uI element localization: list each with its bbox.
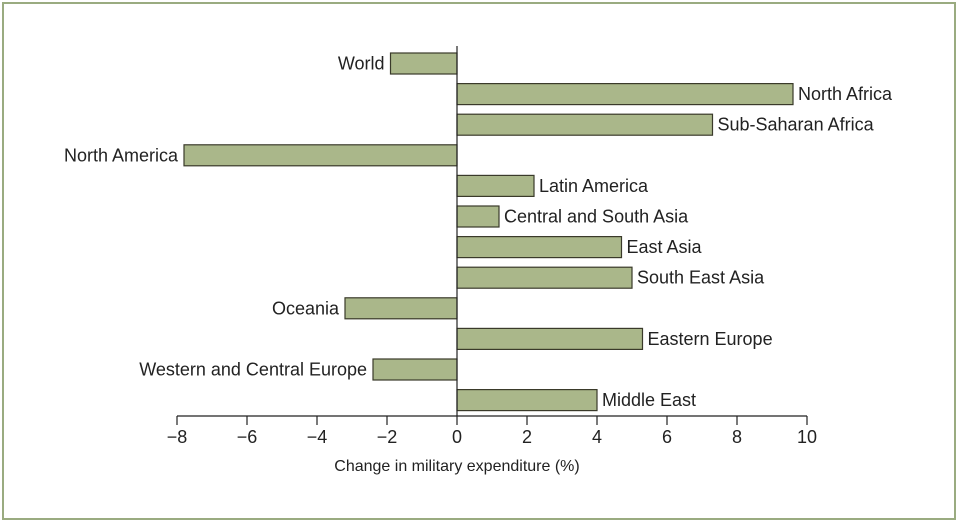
bar-world [389, 52, 458, 75]
x-tick-label: −6 [237, 427, 258, 447]
bar-latin-america [456, 174, 535, 197]
bar-label-north-africa: North Africa [798, 84, 893, 104]
bar-label-middle-east: Middle East [602, 390, 696, 410]
bar-sub-saharan-africa [456, 113, 714, 136]
bar-central-and-south-asia [456, 205, 500, 228]
bar-north-africa [456, 82, 794, 106]
bar-eastern-europe [456, 327, 644, 350]
bar-label-western-and-central-europe: Western and Central Europe [139, 360, 367, 380]
bar-east-asia [456, 236, 623, 259]
bar-label-sub-saharan-africa: Sub-Saharan Africa [718, 115, 875, 135]
bar-label-world: World [338, 54, 385, 74]
bar-labels-group: World North Africa Sub-Saharan Africa North… [64, 54, 893, 411]
bar-middle-east [456, 389, 598, 412]
bar-label-east-asia: East Asia [627, 237, 703, 257]
x-axis-title: Change in military expenditure (%) [334, 458, 579, 475]
x-tick-label: 8 [732, 427, 742, 447]
bar-label-south-east-asia: South East Asia [637, 268, 765, 288]
x-tick-label: 2 [522, 427, 532, 447]
x-tick-label: −8 [167, 427, 188, 447]
x-tick-label: 0 [452, 427, 462, 447]
x-tick-label: −2 [377, 427, 398, 447]
x-tick-label: 6 [662, 427, 672, 447]
x-tick-label: 10 [797, 427, 817, 447]
bar-western-and-central-europe [372, 358, 458, 381]
bar-north-america [183, 144, 458, 167]
bar-label-eastern-europe: Eastern Europe [648, 329, 773, 349]
bars-group [183, 52, 794, 412]
x-tick-label: −4 [307, 427, 328, 447]
bar-label-oceania: Oceania [272, 298, 340, 318]
x-tick-label: 4 [592, 427, 602, 447]
bar-label-north-america: North America [64, 145, 179, 165]
bar-label-central-and-south-asia: Central and South Asia [504, 207, 689, 227]
x-axis: −8 −6 −4 −2 0 2 4 6 8 10 [167, 46, 817, 447]
bar-label-latin-america: Latin America [539, 176, 649, 196]
bar-south-east-asia [456, 266, 633, 289]
bar-oceania [344, 297, 458, 320]
